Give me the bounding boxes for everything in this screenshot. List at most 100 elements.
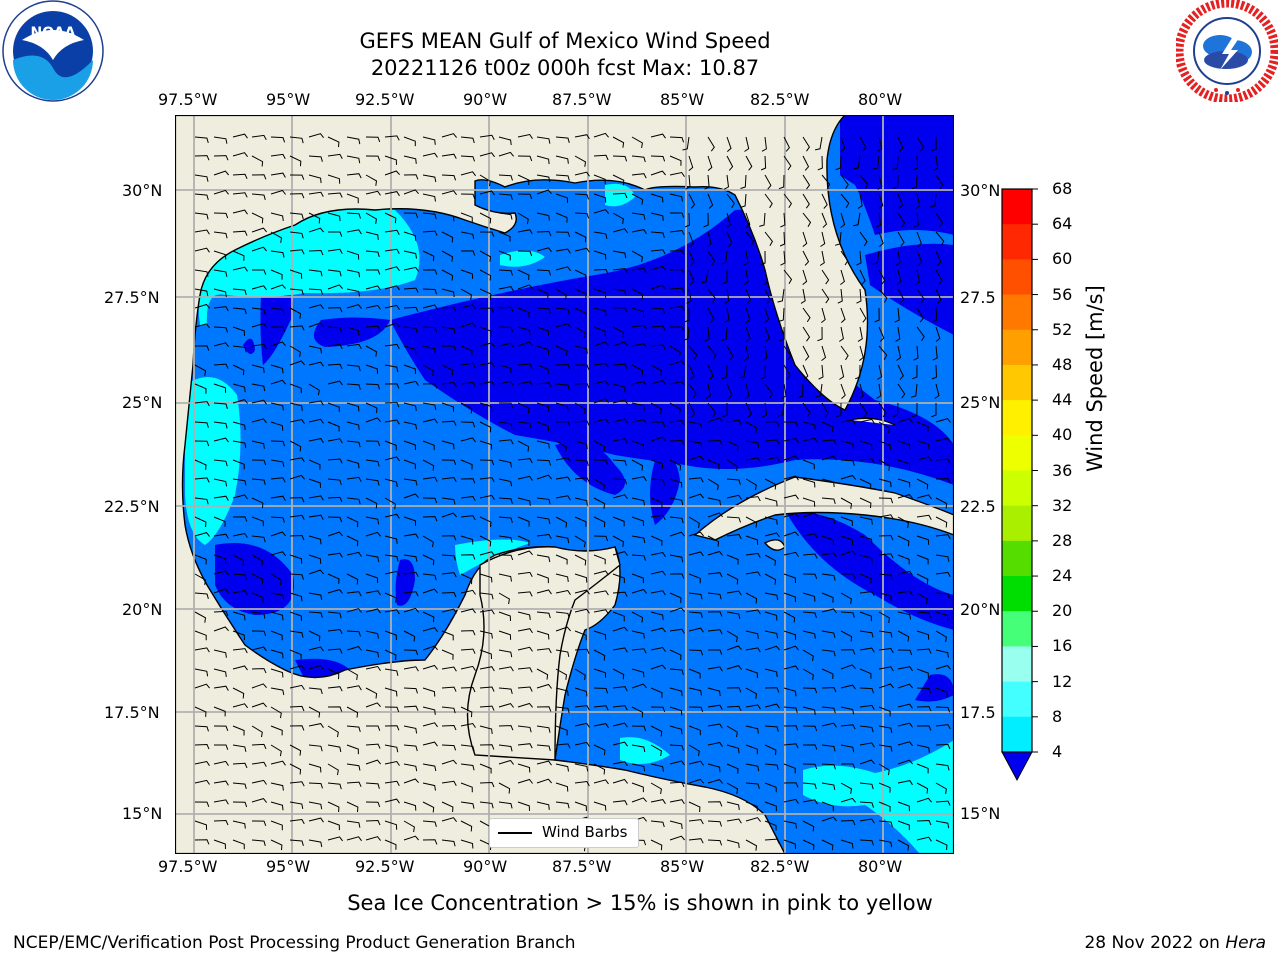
wind-barb	[821, 421, 834, 433]
wind-barb	[612, 778, 628, 784]
wind-barb	[682, 136, 690, 151]
wind-barb	[327, 611, 342, 619]
wind-barb	[441, 345, 457, 351]
wind-barb	[327, 686, 343, 692]
wind-barb	[612, 494, 628, 500]
wind-barb	[289, 288, 304, 296]
wind-barb	[346, 781, 362, 787]
wind-barb	[498, 630, 512, 640]
wind-barb	[460, 136, 475, 144]
wind-barb	[422, 136, 436, 145]
wind-barb	[574, 171, 590, 177]
wind-barb	[707, 611, 723, 617]
wind-barb	[346, 608, 362, 613]
wind-barb	[895, 326, 901, 342]
wind-barb	[820, 231, 826, 247]
wind-barb	[498, 421, 513, 429]
wind-barb	[327, 174, 341, 184]
wind-barb	[759, 212, 766, 227]
wind-barb	[612, 459, 627, 466]
wind-barb	[232, 762, 248, 769]
wind-barb	[289, 249, 305, 255]
wind-barb	[327, 552, 343, 558]
wind-barb	[764, 630, 779, 639]
wind-barb	[555, 706, 570, 714]
wind-barb	[213, 839, 226, 850]
wind-barb	[897, 666, 913, 672]
wind-barb	[701, 269, 709, 284]
wind-barb	[707, 250, 716, 266]
wind-barb	[650, 436, 666, 442]
wind-barb	[289, 818, 305, 825]
wind-barb	[308, 495, 324, 501]
nws-logo	[1176, 0, 1278, 102]
wind-barb	[327, 744, 342, 753]
wind-barb	[703, 212, 709, 228]
wind-barb	[441, 288, 455, 298]
wind-barb	[935, 288, 942, 304]
wind-barb	[384, 780, 400, 786]
wind-barb	[878, 231, 884, 247]
wind-barb	[194, 497, 209, 505]
wind-barb	[213, 570, 229, 576]
wind-barb	[859, 458, 875, 464]
lon-label: 80°W	[858, 857, 903, 876]
wind-barb	[384, 706, 400, 713]
wind-barb	[270, 284, 286, 290]
wind-barb	[403, 380, 419, 386]
wind-barb	[479, 744, 495, 750]
wind-barb	[650, 664, 666, 670]
wind-barb	[498, 439, 514, 445]
colorbar-segment	[1002, 224, 1032, 260]
wind-barb	[760, 364, 766, 380]
colorbar-tick-label: 32	[1052, 495, 1073, 515]
wind-barb	[764, 497, 778, 507]
wind-barb	[308, 611, 323, 618]
wind-barb	[821, 706, 836, 714]
wind-barb	[745, 668, 758, 679]
wind-barb	[536, 554, 551, 563]
wind-barb	[289, 801, 304, 809]
wind-barb	[460, 801, 475, 809]
wind-barb	[308, 174, 322, 184]
wind-barb	[346, 744, 359, 755]
wind-barb	[688, 193, 696, 209]
wind-barb	[802, 592, 816, 602]
wind-barb	[897, 839, 910, 851]
wind-barb	[783, 421, 799, 427]
wind-barb	[536, 402, 550, 412]
wind-barb	[517, 628, 533, 634]
wind-barb	[365, 759, 381, 765]
wind-barb	[935, 418, 951, 423]
wind-barb	[498, 611, 511, 622]
wind-barb	[840, 440, 854, 449]
wind-barb	[346, 630, 361, 637]
wind-barb	[479, 342, 495, 348]
wind-barb	[877, 364, 883, 380]
wind-barb	[213, 437, 229, 443]
wind-barb	[855, 364, 861, 380]
wind-barb	[935, 820, 950, 829]
wind-barb	[783, 763, 796, 774]
wind-barb	[213, 780, 229, 786]
wind-barb	[384, 191, 400, 197]
wind-barb	[460, 193, 476, 199]
wind-barb	[593, 418, 609, 424]
lat-label: 27.5°N	[104, 288, 160, 307]
wind-barb	[308, 763, 322, 773]
wind-barb	[916, 725, 932, 731]
wind-barb	[365, 304, 381, 310]
wind-barb	[384, 554, 399, 562]
wind-barb	[384, 725, 400, 731]
wind-barb	[818, 364, 824, 380]
wind-barb	[422, 459, 435, 471]
wind-barb	[327, 269, 342, 277]
wind-barb	[555, 193, 569, 203]
wind-barb	[650, 402, 662, 415]
wind-barb	[858, 345, 864, 361]
wind-barb	[194, 247, 210, 253]
wind-barb	[403, 231, 417, 241]
wind-barb	[743, 269, 749, 285]
wind-barb	[328, 231, 343, 237]
wind-barb	[745, 535, 759, 545]
